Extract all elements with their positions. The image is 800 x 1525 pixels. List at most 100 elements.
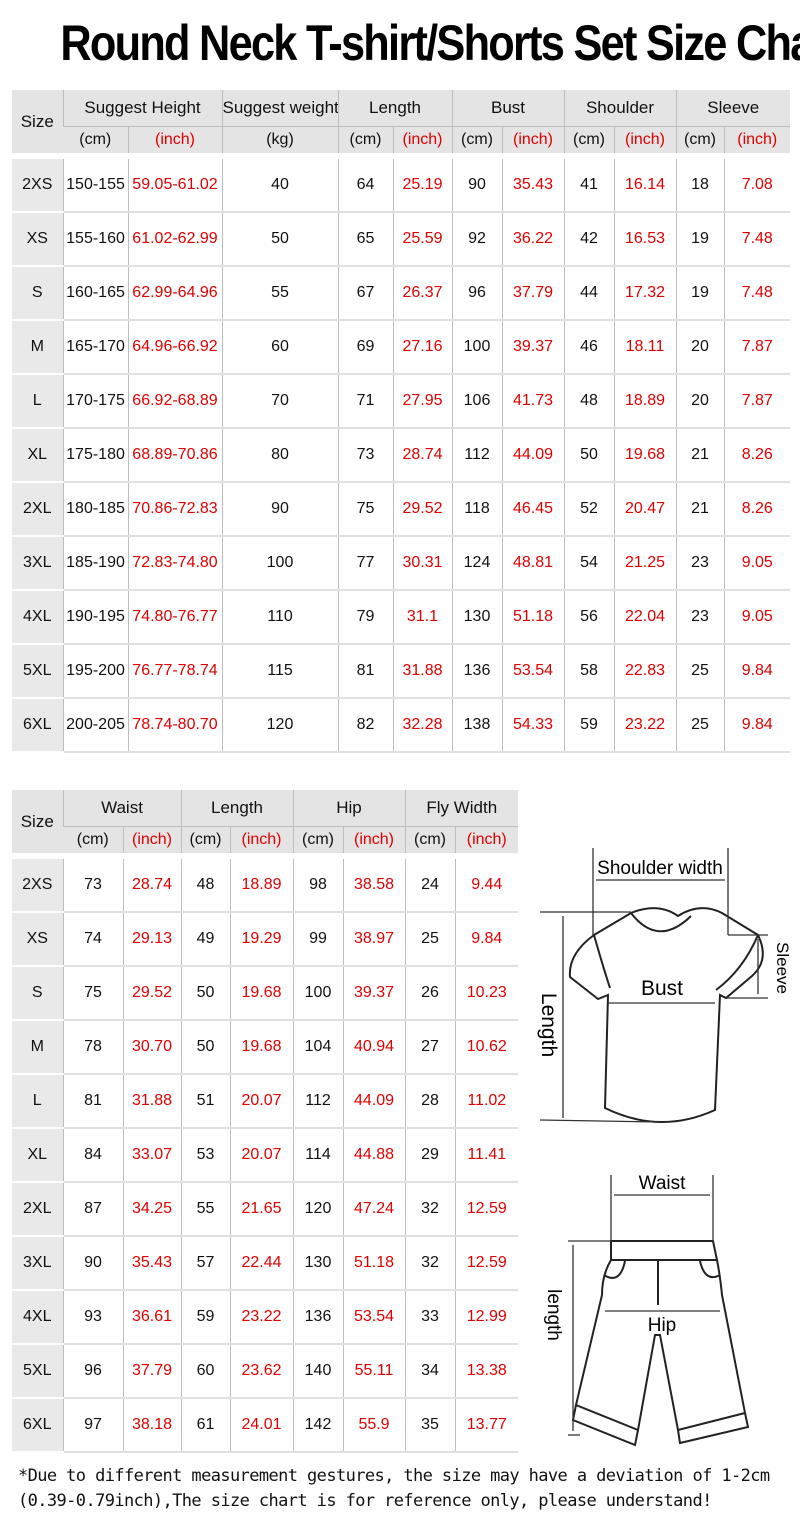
value-cell: 19.68 [229, 966, 293, 1021]
value-cell: 100 [221, 536, 338, 591]
column-group-header: Suggest Height [62, 90, 222, 127]
column-group-header: Shoulder [563, 90, 676, 127]
value-cell: 23.22 [229, 1290, 293, 1345]
value-cell: 50 [180, 966, 230, 1021]
value-cell: 34.25 [122, 1182, 181, 1237]
value-cell: 78 [62, 1020, 123, 1075]
value-cell: 96 [62, 1344, 123, 1399]
unit-header: (cm) [63, 126, 128, 153]
value-cell: 27 [404, 1020, 456, 1075]
unit-header: (cm) [63, 826, 123, 853]
value-cell: 9.84 [723, 644, 791, 699]
column-group-header: Fly Width [404, 790, 519, 827]
table-row: XL 175-180 68.89-70.86 80 73 28.74 112 44.09 50 1… [12, 428, 791, 483]
value-cell: 100 [292, 966, 343, 1021]
value-cell: 90 [221, 482, 338, 537]
value-cell: 124 [451, 536, 502, 591]
value-cell: 32.28 [392, 698, 452, 753]
table-row: XS 74 29.13 49 19.29 99 38.97 25 9.84 [12, 912, 519, 967]
value-cell: 35.43 [501, 159, 564, 213]
unit-header: (inch) [501, 126, 564, 153]
value-cell: 28 [404, 1074, 456, 1129]
value-cell: 59 [563, 698, 614, 753]
value-cell: 130 [451, 590, 502, 645]
value-cell: 112 [292, 1074, 343, 1129]
value-cell: 55.11 [342, 1344, 406, 1399]
value-cell: 9.05 [723, 536, 791, 591]
footnote-line: (0.39-0.79inch),The size chart is for re… [18, 1491, 712, 1511]
value-cell: 49 [180, 912, 230, 967]
value-cell: 190-195 [62, 590, 128, 645]
value-cell: 20.07 [229, 1128, 293, 1183]
value-cell: 120 [221, 698, 338, 753]
value-cell: 25.19 [392, 159, 452, 213]
value-cell: 99 [292, 912, 343, 967]
value-cell: 76.77-78.74 [127, 644, 222, 699]
value-cell: 36.22 [501, 212, 564, 267]
value-cell: 48 [180, 859, 230, 913]
value-cell: 195-200 [62, 644, 128, 699]
value-cell: 51.18 [342, 1236, 406, 1291]
value-cell: 73 [337, 428, 393, 483]
value-cell: 7.87 [723, 374, 791, 429]
value-cell: 24.01 [229, 1398, 293, 1453]
value-cell: 26 [404, 966, 456, 1021]
value-cell: 67 [337, 266, 393, 321]
value-cell: 34 [404, 1344, 456, 1399]
value-cell: 39.37 [342, 966, 406, 1021]
value-cell: 31.88 [122, 1074, 181, 1129]
value-cell: 53 [180, 1128, 230, 1183]
unit-header: (cm) [563, 126, 614, 153]
shirt-size-table: Size Suggest Height Suggest weight Length Bu… [12, 90, 791, 753]
value-cell: 92 [451, 212, 502, 267]
value-cell: 37.79 [501, 266, 564, 321]
value-cell: 112 [451, 428, 502, 483]
table-row: S 75 29.52 50 19.68 100 39.37 26 10.23 [12, 966, 519, 1021]
value-cell: 25 [404, 912, 456, 967]
value-cell: 21 [675, 482, 724, 537]
value-cell: 44.88 [342, 1128, 406, 1183]
value-cell: 42 [563, 212, 614, 267]
value-cell: 59.05-61.02 [127, 159, 222, 213]
value-cell: 41 [563, 159, 614, 213]
value-cell: 32 [404, 1236, 456, 1291]
size-cell: M [12, 320, 63, 375]
value-cell: 78.74-80.70 [127, 698, 222, 753]
value-cell: 80 [221, 428, 338, 483]
value-cell: 60 [221, 320, 338, 375]
value-cell: 73 [62, 859, 123, 913]
value-cell: 64.96-66.92 [127, 320, 222, 375]
value-cell: 39.37 [501, 320, 564, 375]
value-cell: 13.38 [454, 1344, 519, 1399]
value-cell: 28.74 [122, 859, 181, 913]
value-cell: 74 [62, 912, 123, 967]
value-cell: 22.04 [613, 590, 676, 645]
size-cell: XS [12, 912, 63, 967]
value-cell: 53.54 [501, 644, 564, 699]
value-cell: 98 [292, 859, 343, 913]
value-cell: 9.84 [454, 912, 519, 967]
value-cell: 47.24 [342, 1182, 406, 1237]
value-cell: 142 [292, 1398, 343, 1453]
value-cell: 54 [563, 536, 614, 591]
value-cell: 30.31 [392, 536, 452, 591]
unit-header: (cm) [675, 126, 724, 153]
size-cell: 4XL [12, 590, 63, 645]
size-cell: 2XS [12, 159, 63, 213]
value-cell: 16.53 [613, 212, 676, 267]
column-group-header: Sleeve [675, 90, 791, 127]
spacer-row [12, 153, 791, 159]
value-cell: 130 [292, 1236, 343, 1291]
value-cell: 38.18 [122, 1398, 181, 1453]
table-row: 2XL 87 34.25 55 21.65 120 47.24 32 12.59 [12, 1182, 519, 1237]
table-row: 6XL 200-205 78.74-80.70 120 82 32.28 138 54.33 5… [12, 698, 791, 753]
hip-label: Hip [648, 1315, 677, 1336]
table-row: 6XL 97 38.18 61 24.01 142 55.9 35 13.77 [12, 1398, 519, 1453]
value-cell: 33.07 [122, 1128, 181, 1183]
value-cell: 38.58 [342, 859, 406, 913]
value-cell: 25.59 [392, 212, 452, 267]
value-cell: 50 [180, 1020, 230, 1075]
value-cell: 51.18 [501, 590, 564, 645]
unit-header: (inch) [613, 126, 676, 153]
